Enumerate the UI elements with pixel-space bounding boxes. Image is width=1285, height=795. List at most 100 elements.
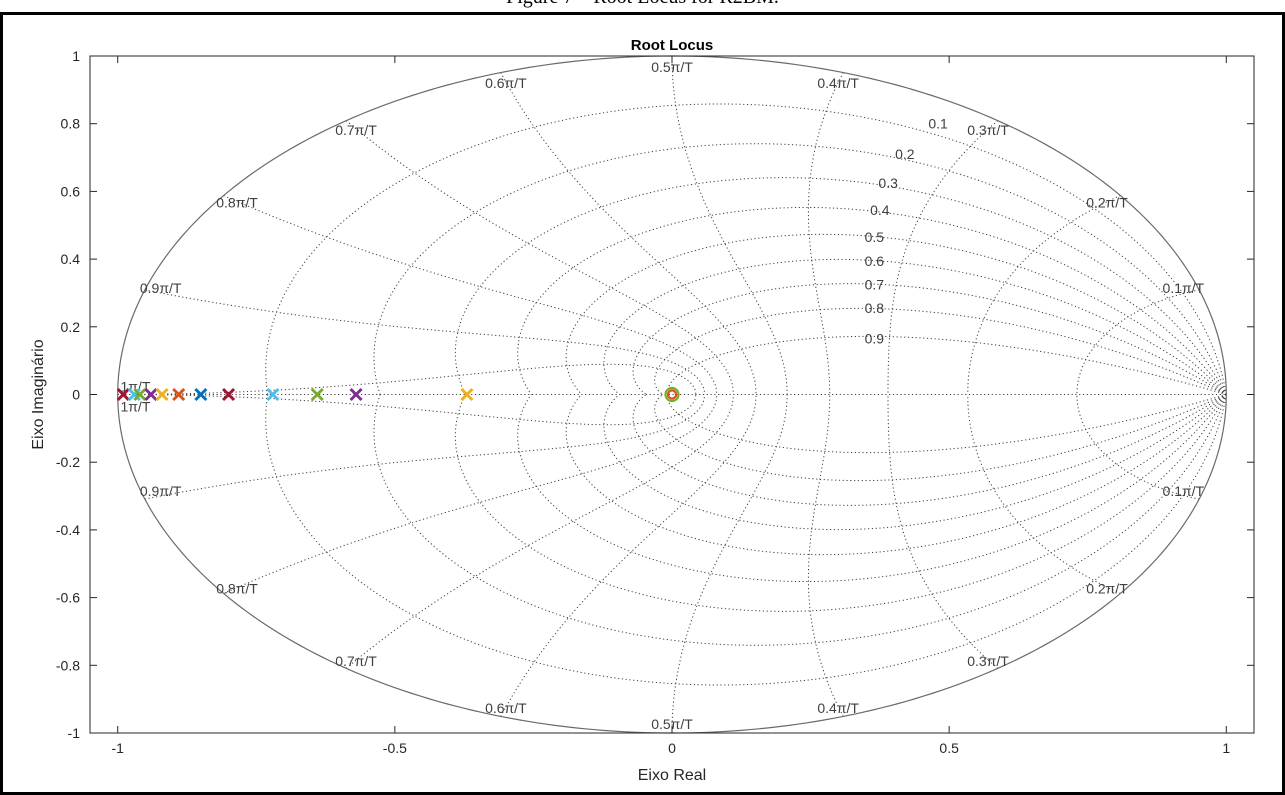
y-tick-label: -0.6 <box>56 590 80 606</box>
y-tick-label: -0.4 <box>56 522 80 538</box>
damping-curve <box>373 143 1227 395</box>
frequency-label: 0.5π/T <box>651 716 693 732</box>
pole-marker <box>133 387 147 402</box>
y-tick-label: -0.8 <box>56 657 80 673</box>
damping-label: 0.6 <box>865 253 885 269</box>
natural-frequency-curve <box>345 120 734 395</box>
damping-curve <box>517 206 1227 395</box>
damping-label: 0.7 <box>865 276 885 292</box>
damping-label: 0.8 <box>865 300 885 316</box>
natural-frequency-curve <box>887 394 999 669</box>
frequency-label: 0.7π/T <box>335 653 377 669</box>
frequency-label: 0.2π/T <box>1086 580 1128 596</box>
natural-frequency-curve <box>967 195 1121 395</box>
pole-marker <box>194 387 208 402</box>
y-tick-label: -0.2 <box>56 454 80 470</box>
natural-frequency-curve <box>807 72 844 395</box>
pole-marker <box>349 387 363 402</box>
y-tick-label: 0.4 <box>61 251 81 267</box>
damping-curve <box>667 394 1227 454</box>
frequency-label: 0.4π/T <box>817 700 859 716</box>
frequency-label: 0.1π/T <box>1163 280 1205 296</box>
damping-curve <box>654 307 1227 395</box>
frequency-label: 0.3π/T <box>967 653 1009 669</box>
damping-curve <box>265 394 1227 686</box>
natural-frequency-curve <box>671 55 788 395</box>
pole-marker <box>310 387 324 402</box>
x-tick-label: -1 <box>111 740 124 756</box>
y-axis-label: Eixo Imaginário <box>30 339 47 449</box>
pole-marker <box>172 387 186 402</box>
root-locus-chart: 0.1 0.2 0.3 0.4 0.5 0.6 0.7 0.8 0.9 0.1π/T 0.1π/T 0… <box>30 37 1255 784</box>
frequency-label: 0.2π/T <box>1086 195 1128 211</box>
y-tick-label: 0 <box>72 387 80 403</box>
damping-curve <box>603 394 1227 531</box>
damping-curve <box>565 394 1227 556</box>
damping-curve <box>265 103 1227 395</box>
natural-frequency-curve <box>144 289 706 395</box>
natural-frequency-curve <box>144 394 706 500</box>
pole-marker <box>222 387 236 402</box>
zgrid <box>117 55 1227 734</box>
frequency-label: 0.8π/T <box>216 195 258 211</box>
damping-curve <box>654 394 1227 482</box>
y-tick-label: -1 <box>68 725 81 741</box>
zero-marker <box>664 386 680 403</box>
damping-curve <box>373 394 1227 646</box>
x-tick-label: 1 <box>1222 740 1230 756</box>
natural-frequency-curve <box>671 394 788 734</box>
damping-curve <box>565 233 1227 395</box>
damping-curve <box>632 283 1227 395</box>
frequency-label: 0.3π/T <box>967 122 1009 138</box>
x-axis-label: Eixo Real <box>638 767 706 784</box>
damping-label: 0.1 <box>928 116 948 132</box>
frequency-label: 0.9π/T <box>140 280 182 296</box>
y-tick-label: 0.8 <box>61 116 81 132</box>
natural-frequency-curve <box>223 195 718 395</box>
damping-label: 0.2 <box>895 146 915 162</box>
x-tick-label: 0.5 <box>939 740 959 756</box>
pole-marker <box>266 387 280 402</box>
natural-frequency-curve <box>500 394 757 717</box>
damping-curve <box>454 394 1227 612</box>
natural-frequency-curve <box>223 394 718 594</box>
unit-circle <box>117 55 1227 734</box>
natural-frequency-curve <box>500 72 757 395</box>
damping-label: 0.3 <box>878 175 898 191</box>
natural-frequency-curve <box>967 394 1121 594</box>
damping-label: 0.4 <box>870 202 890 218</box>
frequency-label: 0.6π/T <box>485 700 527 716</box>
pole-marker <box>460 387 474 402</box>
y-tick-label: 0.6 <box>61 183 81 199</box>
frequency-label: 0.4π/T <box>817 75 859 91</box>
chart-title: Root Locus <box>631 37 714 54</box>
damping-curve <box>667 335 1227 395</box>
zgrid-labels: 0.1 0.2 0.3 0.4 0.5 0.6 0.7 0.8 0.9 0.1π/T 0.1π/T 0… <box>120 59 1204 732</box>
figure-caption: Figure 7 – Root Locus for R2BM. <box>0 0 1285 9</box>
damping-curve <box>517 394 1227 583</box>
x-tick-label: -0.5 <box>383 740 407 756</box>
pole-marker <box>116 387 130 402</box>
y-tick-label: 1 <box>72 48 80 64</box>
frequency-label: 0.1π/T <box>1163 483 1205 499</box>
frequency-label: 0.7π/T <box>335 122 377 138</box>
pole-zero-markers <box>116 386 680 403</box>
damping-label: 0.5 <box>865 229 885 245</box>
frequency-label: 1π/T <box>120 399 150 415</box>
pole-marker <box>144 387 158 402</box>
zero-marker <box>666 389 678 400</box>
y-tick-label: 0.2 <box>61 319 81 335</box>
damping-label: 0.9 <box>865 331 885 347</box>
pole-marker <box>155 387 169 402</box>
figure-frame: 0.1 0.2 0.3 0.4 0.5 0.6 0.7 0.8 0.9 0.1π/T 0.1π/T 0… <box>0 12 1285 795</box>
natural-frequency-curve <box>345 394 734 669</box>
frequency-label: 0.6π/T <box>485 75 527 91</box>
x-tick-label: 0 <box>668 740 676 756</box>
unit-circle-path <box>117 55 1227 734</box>
axis-ticks: -1 -0.5 0 0.5 1-1-0.8-0.6-0.4-0.200.20.40.60… <box>56 48 1254 756</box>
frequency-label: 0.8π/T <box>216 580 258 596</box>
damping-curve <box>603 258 1227 395</box>
frequency-label: 0.9π/T <box>140 483 182 499</box>
natural-frequency-curve <box>1076 394 1200 500</box>
natural-frequency-curve <box>807 394 844 717</box>
